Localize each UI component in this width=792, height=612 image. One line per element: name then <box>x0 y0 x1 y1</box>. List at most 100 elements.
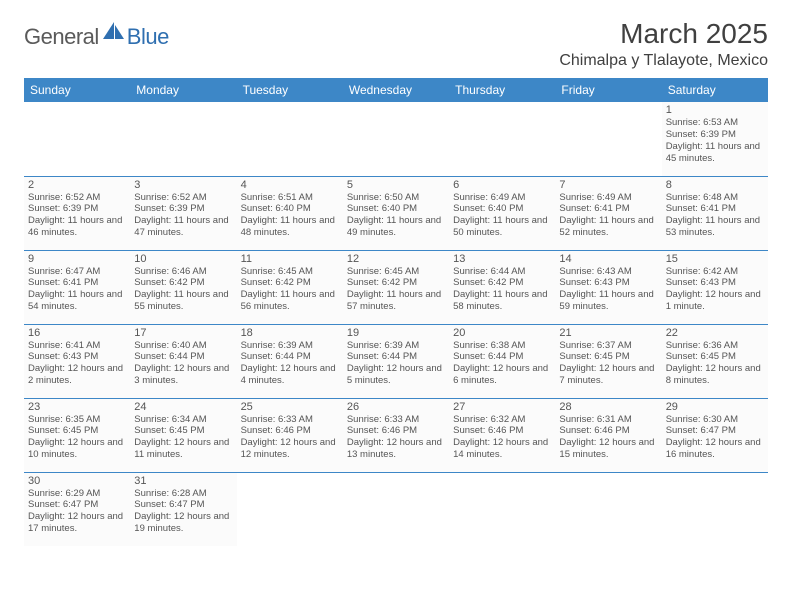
sunset-text: Sunset: 6:47 PM <box>28 499 126 511</box>
sunrise-text: Sunrise: 6:29 AM <box>28 488 126 500</box>
sunrise-text: Sunrise: 6:47 AM <box>28 266 126 278</box>
sunset-text: Sunset: 6:40 PM <box>453 203 551 215</box>
day-number: 4 <box>241 179 339 191</box>
daylight-text: Daylight: 12 hours and 19 minutes. <box>134 511 232 535</box>
sail-icon <box>103 22 125 45</box>
calendar-day-cell: 22Sunrise: 6:36 AMSunset: 6:45 PMDayligh… <box>662 324 768 398</box>
sunset-text: Sunset: 6:40 PM <box>241 203 339 215</box>
day-info: Sunrise: 6:33 AMSunset: 6:46 PMDaylight:… <box>347 414 445 462</box>
day-number: 13 <box>453 253 551 265</box>
calendar-empty-cell <box>555 472 661 546</box>
sunset-text: Sunset: 6:43 PM <box>559 277 657 289</box>
sunrise-text: Sunrise: 6:40 AM <box>134 340 232 352</box>
day-number: 9 <box>28 253 126 265</box>
location-label: Chimalpa y Tlalayote, Mexico <box>559 52 768 70</box>
day-info: Sunrise: 6:36 AMSunset: 6:45 PMDaylight:… <box>666 340 764 388</box>
day-number: 16 <box>28 327 126 339</box>
sunrise-text: Sunrise: 6:53 AM <box>666 117 764 129</box>
calendar-day-cell: 7Sunrise: 6:49 AMSunset: 6:41 PMDaylight… <box>555 176 661 250</box>
day-number: 27 <box>453 401 551 413</box>
sunrise-text: Sunrise: 6:41 AM <box>28 340 126 352</box>
daylight-text: Daylight: 11 hours and 59 minutes. <box>559 289 657 313</box>
day-info: Sunrise: 6:49 AMSunset: 6:40 PMDaylight:… <box>453 192 551 240</box>
sunset-text: Sunset: 6:45 PM <box>28 425 126 437</box>
calendar-empty-cell <box>343 102 449 176</box>
day-info: Sunrise: 6:42 AMSunset: 6:43 PMDaylight:… <box>666 266 764 314</box>
day-info: Sunrise: 6:41 AMSunset: 6:43 PMDaylight:… <box>28 340 126 388</box>
calendar-week-row: 16Sunrise: 6:41 AMSunset: 6:43 PMDayligh… <box>24 324 768 398</box>
sunset-text: Sunset: 6:39 PM <box>134 203 232 215</box>
calendar-day-cell: 29Sunrise: 6:30 AMSunset: 6:47 PMDayligh… <box>662 398 768 472</box>
day-info: Sunrise: 6:38 AMSunset: 6:44 PMDaylight:… <box>453 340 551 388</box>
day-number: 15 <box>666 253 764 265</box>
calendar-empty-cell <box>343 472 449 546</box>
calendar-day-cell: 30Sunrise: 6:29 AMSunset: 6:47 PMDayligh… <box>24 472 130 546</box>
daylight-text: Daylight: 11 hours and 48 minutes. <box>241 215 339 239</box>
calendar-day-cell: 28Sunrise: 6:31 AMSunset: 6:46 PMDayligh… <box>555 398 661 472</box>
calendar-day-cell: 12Sunrise: 6:45 AMSunset: 6:42 PMDayligh… <box>343 250 449 324</box>
calendar-day-cell: 27Sunrise: 6:32 AMSunset: 6:46 PMDayligh… <box>449 398 555 472</box>
calendar-day-cell: 31Sunrise: 6:28 AMSunset: 6:47 PMDayligh… <box>130 472 236 546</box>
sunrise-text: Sunrise: 6:34 AM <box>134 414 232 426</box>
sunrise-text: Sunrise: 6:42 AM <box>666 266 764 278</box>
sunset-text: Sunset: 6:41 PM <box>666 203 764 215</box>
day-info: Sunrise: 6:32 AMSunset: 6:46 PMDaylight:… <box>453 414 551 462</box>
sunset-text: Sunset: 6:43 PM <box>28 351 126 363</box>
calendar-day-cell: 1Sunrise: 6:53 AMSunset: 6:39 PMDaylight… <box>662 102 768 176</box>
sunset-text: Sunset: 6:41 PM <box>559 203 657 215</box>
calendar-day-cell: 16Sunrise: 6:41 AMSunset: 6:43 PMDayligh… <box>24 324 130 398</box>
day-number: 28 <box>559 401 657 413</box>
day-number: 20 <box>453 327 551 339</box>
calendar-body: 1Sunrise: 6:53 AMSunset: 6:39 PMDaylight… <box>24 102 768 546</box>
sunrise-text: Sunrise: 6:37 AM <box>559 340 657 352</box>
daylight-text: Daylight: 12 hours and 4 minutes. <box>241 363 339 387</box>
daylight-text: Daylight: 12 hours and 17 minutes. <box>28 511 126 535</box>
sunrise-text: Sunrise: 6:45 AM <box>241 266 339 278</box>
brand-logo: General Blue <box>24 18 169 51</box>
sunset-text: Sunset: 6:42 PM <box>241 277 339 289</box>
daylight-text: Daylight: 12 hours and 5 minutes. <box>347 363 445 387</box>
calendar-empty-cell <box>449 472 555 546</box>
calendar-week-row: 1Sunrise: 6:53 AMSunset: 6:39 PMDaylight… <box>24 102 768 176</box>
sunset-text: Sunset: 6:42 PM <box>134 277 232 289</box>
daylight-text: Daylight: 11 hours and 50 minutes. <box>453 215 551 239</box>
sunrise-text: Sunrise: 6:51 AM <box>241 192 339 204</box>
sunset-text: Sunset: 6:46 PM <box>453 425 551 437</box>
brand-text-1: General <box>24 24 99 50</box>
day-info: Sunrise: 6:44 AMSunset: 6:42 PMDaylight:… <box>453 266 551 314</box>
daylight-text: Daylight: 12 hours and 3 minutes. <box>134 363 232 387</box>
sunrise-text: Sunrise: 6:49 AM <box>559 192 657 204</box>
sunrise-text: Sunrise: 6:38 AM <box>453 340 551 352</box>
calendar-day-cell: 15Sunrise: 6:42 AMSunset: 6:43 PMDayligh… <box>662 250 768 324</box>
calendar-day-cell: 3Sunrise: 6:52 AMSunset: 6:39 PMDaylight… <box>130 176 236 250</box>
sunrise-text: Sunrise: 6:32 AM <box>453 414 551 426</box>
weekday-header: Monday <box>130 78 236 102</box>
calendar-day-cell: 20Sunrise: 6:38 AMSunset: 6:44 PMDayligh… <box>449 324 555 398</box>
sunrise-text: Sunrise: 6:28 AM <box>134 488 232 500</box>
sunset-text: Sunset: 6:44 PM <box>453 351 551 363</box>
sunset-text: Sunset: 6:41 PM <box>28 277 126 289</box>
daylight-text: Daylight: 11 hours and 47 minutes. <box>134 215 232 239</box>
day-number: 18 <box>241 327 339 339</box>
daylight-text: Daylight: 11 hours and 46 minutes. <box>28 215 126 239</box>
sunrise-text: Sunrise: 6:36 AM <box>666 340 764 352</box>
calendar-day-cell: 13Sunrise: 6:44 AMSunset: 6:42 PMDayligh… <box>449 250 555 324</box>
day-info: Sunrise: 6:45 AMSunset: 6:42 PMDaylight:… <box>241 266 339 314</box>
calendar-day-cell: 21Sunrise: 6:37 AMSunset: 6:45 PMDayligh… <box>555 324 661 398</box>
page-header: General Blue March 2025 Chimalpa y Tlala… <box>24 18 768 70</box>
sunset-text: Sunset: 6:44 PM <box>241 351 339 363</box>
daylight-text: Daylight: 12 hours and 8 minutes. <box>666 363 764 387</box>
calendar-day-cell: 19Sunrise: 6:39 AMSunset: 6:44 PMDayligh… <box>343 324 449 398</box>
weekday-row: SundayMondayTuesdayWednesdayThursdayFrid… <box>24 78 768 102</box>
calendar-day-cell: 17Sunrise: 6:40 AMSunset: 6:44 PMDayligh… <box>130 324 236 398</box>
day-number: 21 <box>559 327 657 339</box>
day-number: 19 <box>347 327 445 339</box>
calendar-day-cell: 9Sunrise: 6:47 AMSunset: 6:41 PMDaylight… <box>24 250 130 324</box>
sunrise-text: Sunrise: 6:31 AM <box>559 414 657 426</box>
calendar-day-cell: 2Sunrise: 6:52 AMSunset: 6:39 PMDaylight… <box>24 176 130 250</box>
day-info: Sunrise: 6:28 AMSunset: 6:47 PMDaylight:… <box>134 488 232 536</box>
day-info: Sunrise: 6:31 AMSunset: 6:46 PMDaylight:… <box>559 414 657 462</box>
calendar-table: SundayMondayTuesdayWednesdayThursdayFrid… <box>24 78 768 546</box>
day-number: 30 <box>28 475 126 487</box>
day-number: 17 <box>134 327 232 339</box>
